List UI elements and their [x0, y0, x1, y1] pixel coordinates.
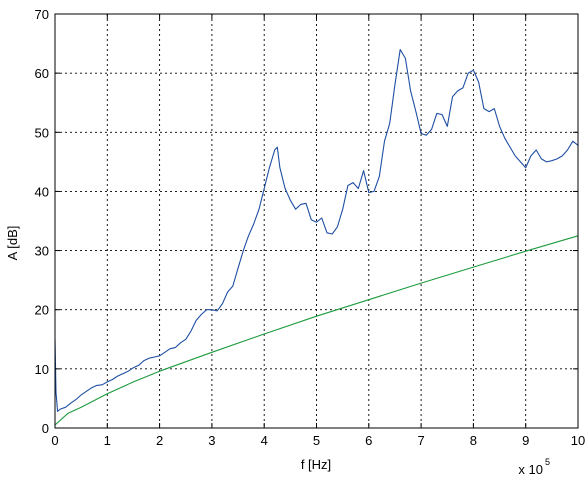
x-tick-labels: 0 1 2 3 4 5 6 7 8 9 10: [51, 433, 585, 448]
y-tick-label: 70: [35, 7, 49, 22]
y-axis-label: A [dB]: [5, 226, 20, 261]
series-line-2: [54, 235, 579, 426]
x-multiplier-exponent: 5: [545, 457, 550, 467]
x-tick-label: 7: [417, 433, 424, 448]
y-tick-label: 10: [35, 362, 49, 377]
x-tick-label: 1: [104, 433, 111, 448]
x-tick-label: 4: [261, 433, 268, 448]
y-tick-label: 60: [35, 66, 49, 81]
x-tick-label: 8: [470, 433, 477, 448]
axis-ticks: [54, 13, 579, 429]
y-tick-label: 0: [42, 421, 49, 436]
y-tick-label: 30: [35, 244, 49, 259]
x-tick-label: 9: [522, 433, 529, 448]
y-tick-label: 40: [35, 184, 49, 199]
x-tick-label: 2: [156, 433, 163, 448]
y-tick-label: 20: [35, 303, 49, 318]
y-tick-labels: 0 10 20 30 40 50 60 70: [35, 7, 49, 436]
x-tick-label: 3: [208, 433, 215, 448]
y-tick-label: 50: [35, 125, 49, 140]
x-tick-label: 6: [365, 433, 372, 448]
x-multiplier-label: x 10: [518, 462, 543, 477]
grid-lines: [55, 14, 578, 428]
x-tick-label: 5: [313, 433, 320, 448]
x-tick-label: 0: [51, 433, 58, 448]
x-axis-label: f [Hz]: [301, 457, 331, 472]
x-tick-label: 10: [571, 433, 585, 448]
series-line-1: [54, 48, 579, 412]
series-lines: [54, 48, 579, 426]
